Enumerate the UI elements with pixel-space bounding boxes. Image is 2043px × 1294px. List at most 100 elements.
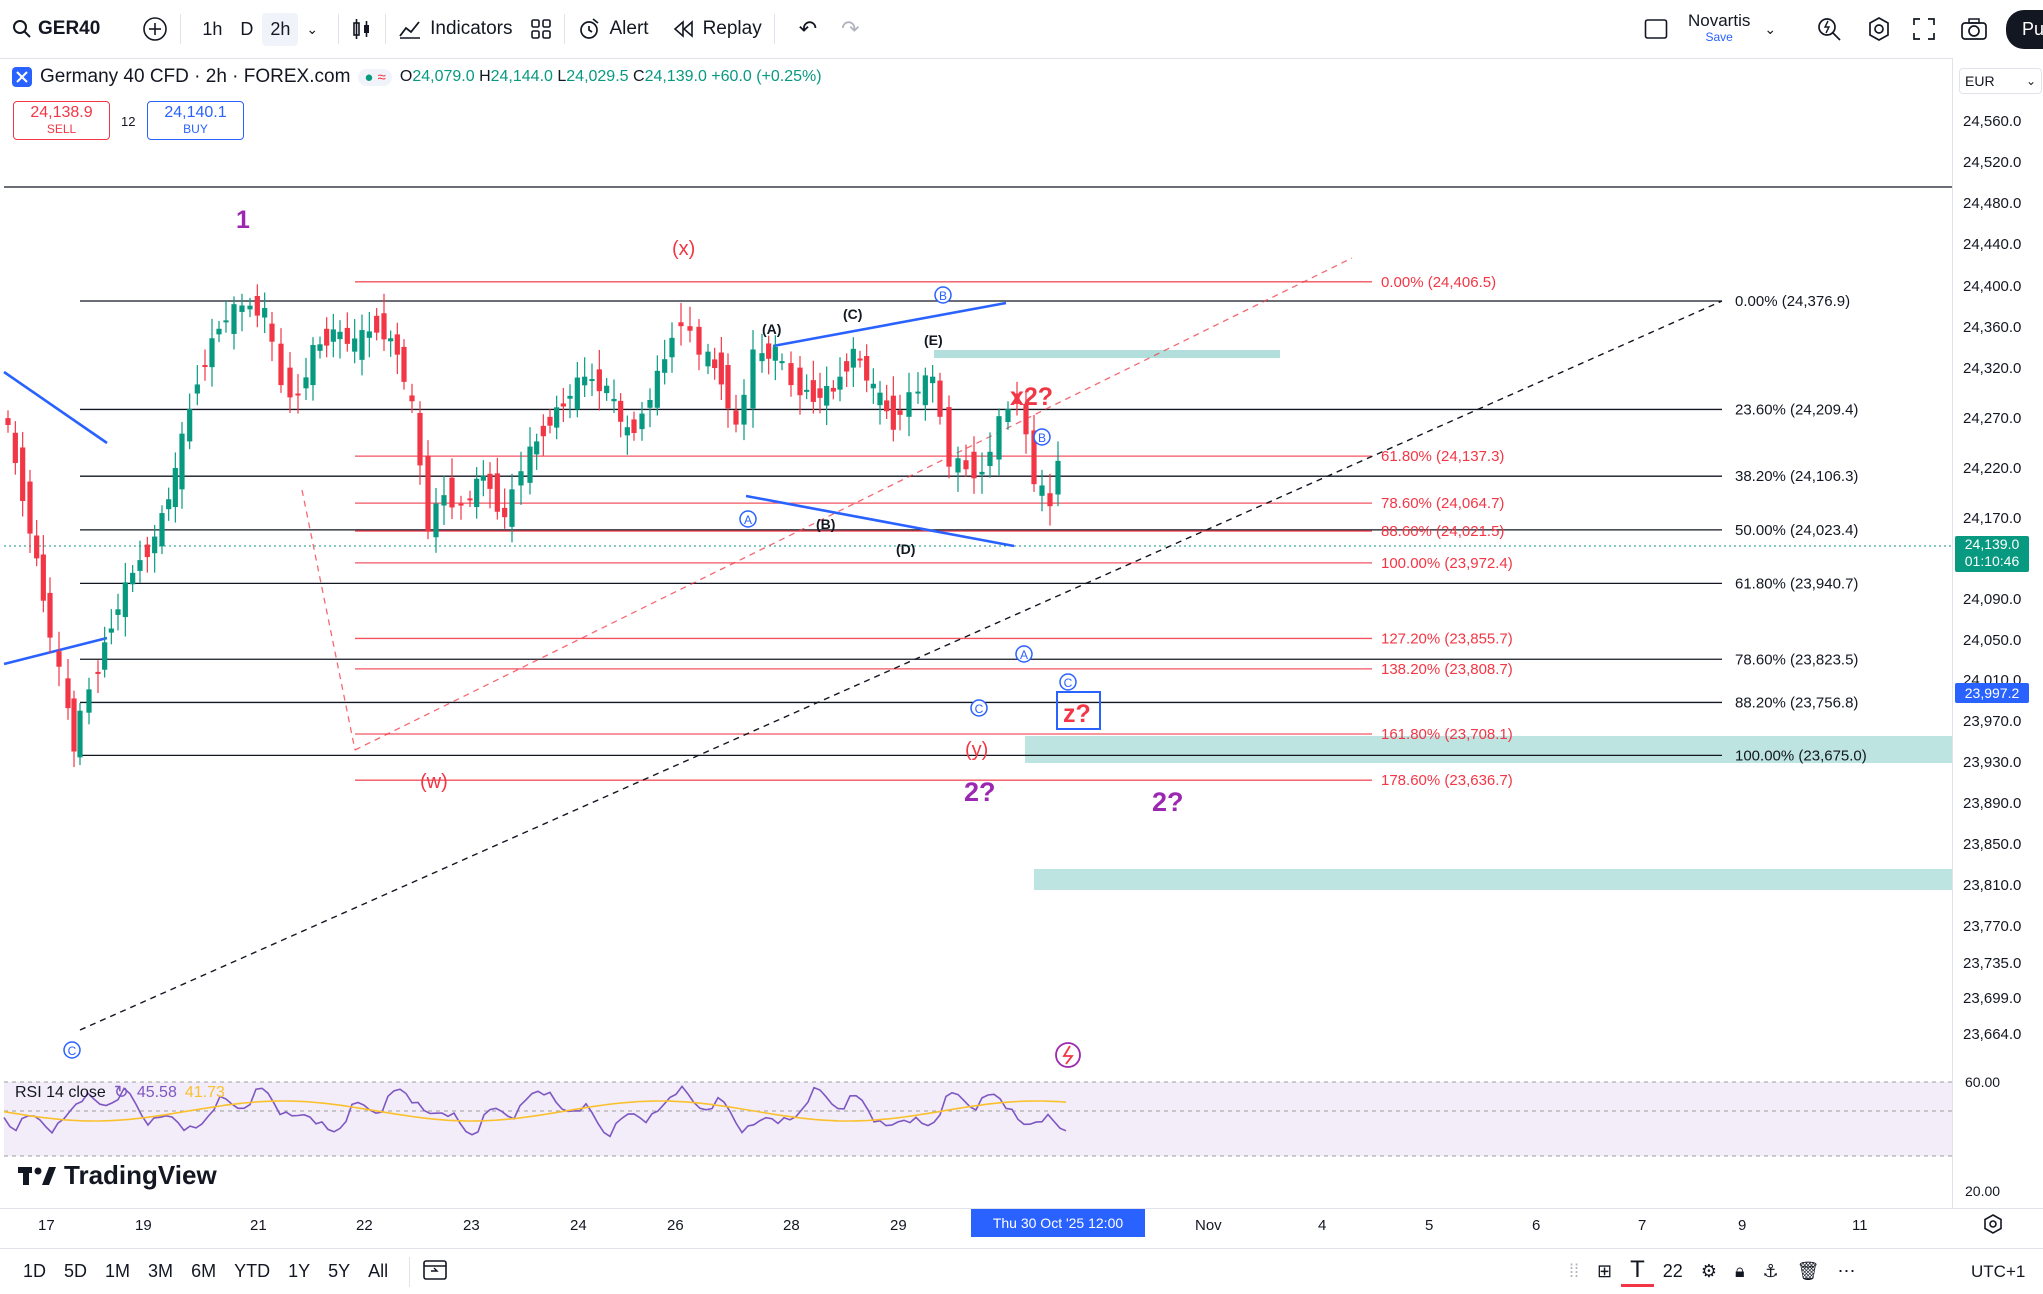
channel-line-lower[interactable] [3,636,108,666]
range-button-6m[interactable]: 6M [191,1261,217,1281]
circle-label-a-1: A [739,510,757,528]
market-status-badge[interactable]: ● ≈ [358,68,392,86]
tradingview-logo[interactable]: TradingView [18,1160,217,1191]
undo-icon: ↶ [798,16,818,41]
candle-body [216,328,222,335]
price-axis-label: 24,560.0 [1963,113,2022,130]
drag-handle-icon[interactable]: ⁞⁞ [1569,1261,1580,1281]
range-button-1d[interactable]: 1D [23,1261,47,1281]
fib-extension-red[interactable]: 0.00% (24,406.5) 61.80% (24,137.3) 78.60% … [355,274,1513,789]
price-axis-label: 24,270.0 [1963,410,2022,427]
candle-body [712,359,718,369]
range-button-ytd[interactable]: YTD [234,1261,271,1281]
circle-label-b-2: B [1033,428,1051,446]
price-axis-label: 23,770.0 [1963,918,2022,935]
trash-icon[interactable]: 🗑︎ [1796,1261,1820,1281]
wave-label-D: (D) [896,541,915,557]
currency-select[interactable]: EUR ⌄ [1959,68,2042,94]
chart-type-button[interactable] [351,0,373,58]
range-button-5y[interactable]: 5Y [328,1261,351,1281]
candle-body [310,344,316,386]
add-symbol-button[interactable] [142,0,168,58]
templates-button[interactable] [530,0,552,58]
channel-line-upper[interactable] [3,370,108,445]
snapshot-button[interactable] [1960,0,1988,58]
marker-price-tag: 23,997.2 [1955,683,2029,703]
range-button-3m[interactable]: 3M [148,1261,174,1281]
wave-label-x: (x) [672,238,695,260]
range-button-1m[interactable]: 1M [105,1261,131,1281]
fib-retracement-black[interactable]: 0.00% (24,376.9) 23.60% (24,209.4) 38.20% … [80,293,1867,764]
price-axis[interactable]: EUR ⌄ 24,560.0 24,520.0 24,480.0 24,440.0 24,… [1952,58,2043,1208]
template-icon[interactable]: ⊞ [1597,1261,1613,1281]
candle-body [611,398,617,402]
candle-body [996,416,1002,460]
redo-button[interactable]: ↷ [829,0,871,58]
candle-body [930,376,936,384]
layout-button[interactable]: Novartis Save ⌄ [1644,0,1776,58]
ohlc-values: O24,079.0 H24,144.0 L24,029.5 C24,139.0 … [399,68,822,85]
date-range-button[interactable] [422,1257,448,1286]
triangle-lower-line[interactable] [745,494,1015,548]
dashed-trendline-red[interactable] [354,257,1353,751]
more-icon[interactable]: ⋯ [1837,1261,1856,1281]
price-chart[interactable]: 0.00% (24,376.9) 23.60% (24,209.4) 38.20% … [0,58,1952,1208]
candle-body [647,399,653,408]
undo-button[interactable]: ↶ [787,0,829,58]
fib-level-label: 38.20% (24,106.3) [1735,468,1858,485]
alert-button[interactable]: Alert [577,0,649,58]
range-button-all[interactable]: All [368,1261,389,1281]
lightning-marker-icon[interactable] [1055,1042,1081,1068]
candle-body [166,499,172,510]
interval-d[interactable]: D [240,18,254,39]
interval-dropdown[interactable]: ⌄ [298,0,326,58]
candle-body [401,346,407,382]
candle-body [1014,393,1020,404]
timezone-label[interactable]: UTC+1 [1971,1261,2026,1281]
candle-body [223,320,229,323]
chart-pane[interactable]: 0.00% (24,376.9) 23.60% (24,209.4) 38.20% … [0,58,1952,1208]
quick-search-button[interactable] [1816,0,1842,58]
fib-ext-label: 178.60% (23,636.7) [1381,772,1513,789]
text-tool-icon[interactable]: T [1621,1256,1654,1287]
triangle-upper-line[interactable] [772,301,1007,348]
axis-settings-button[interactable] [1982,1213,2004,1240]
candle-body [662,359,668,373]
candle-body [337,331,343,340]
candle-body [172,467,178,508]
fullscreen-icon [1913,18,1935,40]
candle-body [278,343,284,386]
indicators-button[interactable]: Indicators [398,0,512,58]
lock-icon[interactable]: 🔒︎ [1734,1261,1745,1281]
time-axis-label: 24 [570,1217,587,1234]
replay-button[interactable]: Replay [673,0,762,58]
wave-label-2-second: 2? [1152,787,1184,817]
sell-button[interactable]: 24,138.9 SELL [13,101,110,140]
candle-body [906,392,912,417]
fullscreen-button[interactable] [1912,0,1936,58]
buy-button[interactable]: 24,140.1 BUY [147,101,244,140]
bottom-toolbar: 1D 5D 1M 3M 6M YTD 1Y 5Y All ⁞⁞ ⊞ T 22 ⚙ 🔒︎ ⚓︎ 🗑… [0,1248,2043,1294]
interval-1h[interactable]: 1h [202,18,223,39]
dashed-trendline-black[interactable] [79,300,1723,1031]
symbol-search[interactable]: GER40 [12,0,100,58]
interval-2h[interactable]: 2h [262,0,299,58]
font-size-value[interactable]: 22 [1662,1261,1683,1281]
dashed-line-red[interactable] [301,489,356,751]
candle-body [705,351,711,367]
candle-body [194,384,200,394]
settings-icon[interactable]: ⚙ [1700,1261,1717,1281]
settings-button[interactable] [1866,0,1892,58]
calendar-icon [423,1260,447,1280]
candle-body [696,326,702,355]
refresh-icon[interactable]: ↻ [113,1082,129,1102]
range-button-1y[interactable]: 1Y [288,1261,311,1281]
range-button-5d[interactable]: 5D [64,1261,88,1281]
candle-body [567,395,573,399]
time-axis[interactable]: 17 19 21 22 23 24 26 28 29 Nov 4 5 6 7 9 11 Thu 30 Oct … [0,1208,2043,1249]
svg-text:B: B [939,289,947,303]
candle-body [12,432,18,464]
publish-button[interactable]: Pu [2006,0,2043,58]
candle-body [687,326,693,331]
anchor-icon[interactable]: ⚓︎ [1762,1261,1779,1281]
